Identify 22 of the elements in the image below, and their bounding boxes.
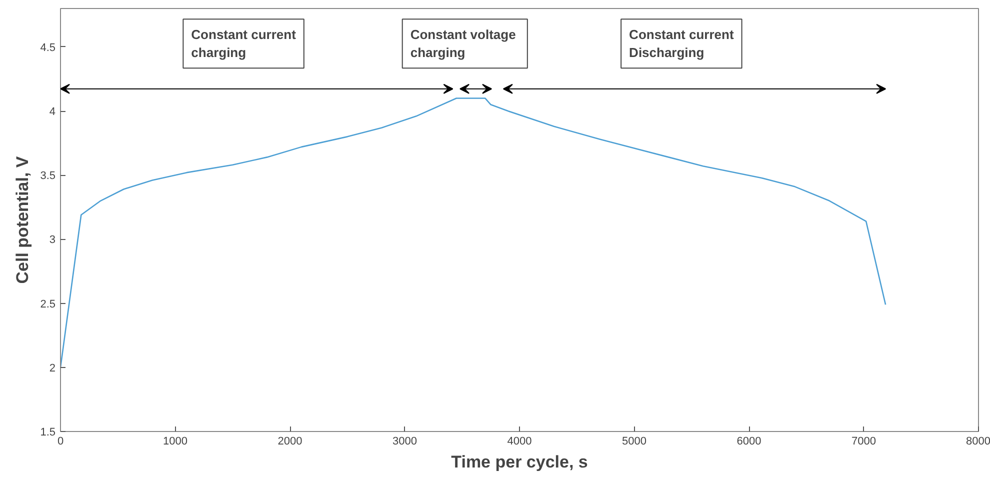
x-axis-title: Time per cycle, s — [451, 452, 588, 472]
x-tick-label: 5000 — [622, 436, 646, 448]
x-tick-label: 2000 — [278, 436, 302, 448]
annotation: Constant current charging — [191, 27, 297, 60]
x-tick-label: 0 — [57, 436, 64, 448]
y-tick-label: 3.5 — [40, 170, 56, 182]
x-tick-label: 4000 — [507, 436, 532, 448]
y-tick-label: 1.5 — [40, 426, 56, 438]
x-tick-label: 3000 — [392, 436, 417, 448]
annotation: Constant voltage charging — [410, 27, 516, 60]
y-tick-label: 4.5 — [40, 42, 56, 54]
y-tick-label: 2.5 — [40, 298, 56, 310]
annotation: Constant current Discharging — [629, 27, 734, 60]
x-tick-label: 8000 — [966, 436, 990, 448]
x-tick-label: 1000 — [163, 436, 188, 448]
y-axis-title: Cell potential, V — [13, 156, 32, 284]
line-series — [60, 98, 886, 368]
x-tick-label: 6000 — [736, 436, 762, 448]
x-tick-label: 7000 — [852, 436, 876, 448]
y-tick-label: 4 — [49, 106, 56, 118]
y-tick-label: 3 — [49, 234, 56, 246]
y-tick-label: 2 — [49, 362, 56, 374]
